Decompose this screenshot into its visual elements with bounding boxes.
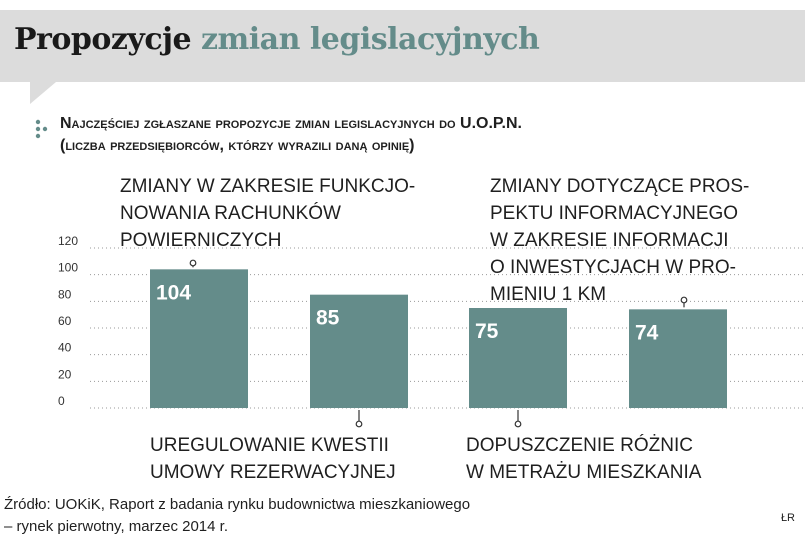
title-part-2: zmian legislacyjnych: [201, 22, 540, 57]
annotation-bottom-left: UREGULOWANIE KWESTII UMOWY REZERWACYJNEJ: [150, 432, 396, 486]
bar: [310, 294, 408, 408]
annotation-line: UREGULOWANIE KWESTII: [150, 435, 389, 456]
bullet-dots-icon: [35, 119, 48, 139]
leader-dot: [189, 259, 197, 267]
annotation-line: NOWANIA RACHUNKÓW: [120, 203, 341, 224]
annotation-line: O INWESTYCJACH W PRO-: [490, 257, 736, 278]
y-tick-label: 100: [58, 261, 78, 275]
author-signature: ŁR: [780, 512, 795, 524]
y-tick-label: 40: [58, 341, 72, 355]
bar: [469, 308, 567, 408]
annotation-line: UMOWY REZERWACYJNEJ: [150, 462, 396, 483]
y-tick-label: 120: [58, 234, 78, 248]
source-line-1: Źródło: UOKiK, Raport z badania rynku bu…: [4, 496, 471, 513]
leader-dot: [355, 420, 363, 428]
leader-dot: [680, 296, 688, 304]
leader-dot: [514, 420, 522, 428]
y-tick-label: 80: [58, 287, 72, 301]
y-tick-label: 20: [58, 367, 72, 381]
source-line-2: – rynek pierwotny, marzec 2014 r.: [4, 518, 228, 535]
page-title: Propozycje zmian legislacyjnych: [14, 22, 540, 57]
annotation-line: PEKTU INFORMACYJNEGO: [490, 203, 739, 224]
annotation-line: ZMIANY W ZAKRESIE FUNKCJO-: [120, 176, 416, 197]
chart-subtitle-line-2: (liczba przedsiębiorców, którzy wyrazili…: [60, 137, 415, 154]
header-banner: [0, 10, 805, 82]
bar-value-label: 104: [156, 281, 191, 304]
bar: [629, 309, 727, 408]
chart-subtitle-line-1: Najczęściej zgłaszane propozycje zmian l…: [60, 115, 522, 132]
annotation-line: W METRAŻU MIESZKANIA: [466, 462, 702, 483]
annotation-line: ZMIANY DOTYCZĄCE PROS-: [490, 176, 750, 197]
bar-value-label: 75: [475, 320, 499, 343]
bar-value-label: 85: [316, 307, 340, 330]
title-part-1: Propozycje: [14, 22, 192, 57]
annotation-line: W ZAKRESIE INFORMACJI: [490, 230, 729, 251]
annotation-line: POWIERNICZYCH: [120, 230, 282, 251]
annotation-top-left: ZMIANY W ZAKRESIE FUNKCJO- NOWANIA RACHU…: [120, 173, 415, 254]
annotation-line: MIENIU 1 KM: [490, 284, 607, 305]
header-banner-tail: [30, 82, 56, 104]
annotation-top-right: ZMIANY DOTYCZĄCE PROS- PEKTU INFORMACYJN…: [490, 173, 749, 308]
y-tick-label: 60: [58, 314, 72, 328]
y-tick-label: 0: [58, 394, 65, 408]
bar-value-label: 74: [635, 321, 659, 344]
bar: [150, 269, 248, 408]
source-note: Źródło: UOKiK, Raport z badania rynku bu…: [4, 494, 470, 538]
chart-subtitle: Najczęściej zgłaszane propozycje zmian l…: [60, 113, 522, 157]
annotation-line: DOPUSZCZENIE RÓŻNIC: [466, 435, 693, 456]
annotation-bottom-right: DOPUSZCZENIE RÓŻNIC W METRAŻU MIESZKANIA: [466, 432, 701, 486]
